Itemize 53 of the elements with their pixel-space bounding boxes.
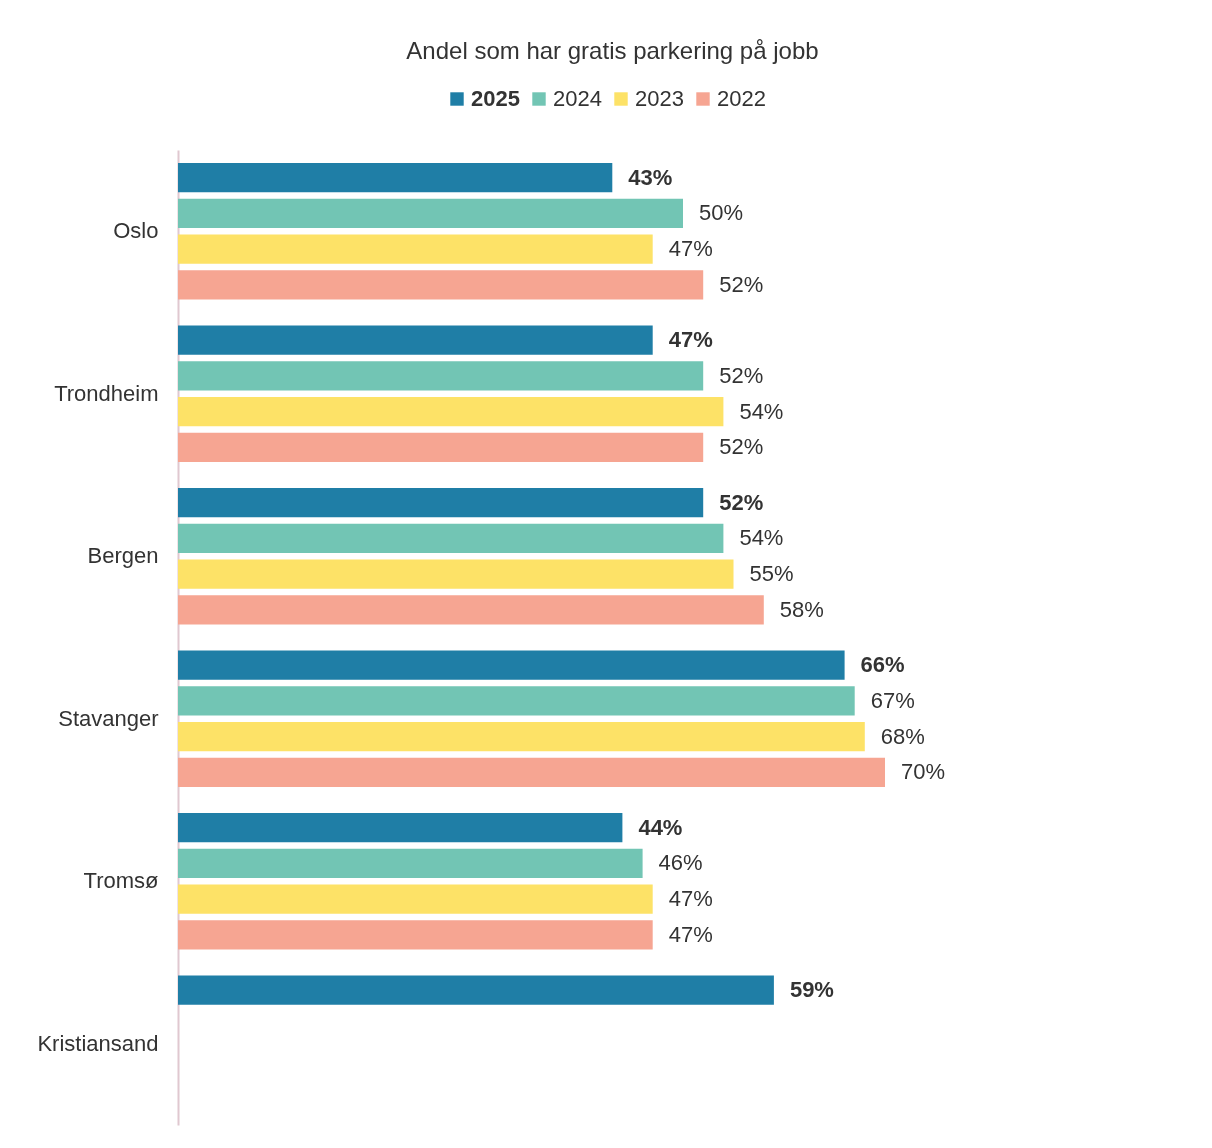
y-tick-label: Tromsø [83,868,159,894]
y-tick-label: Trondheim [54,380,159,406]
data-label: 47% [668,886,713,912]
bar [178,884,653,914]
legend-label: 2022 [717,86,766,111]
bar [178,975,774,1005]
bar [178,813,623,843]
data-label: 66% [860,652,905,678]
bar [178,198,683,229]
data-label: 44% [638,814,683,840]
data-label: 50% [699,200,744,226]
data-label: 47% [668,236,713,262]
bar [178,920,653,950]
y-tick-label: Kristiansand [37,1030,159,1056]
data-label: 70% [901,759,946,785]
data-label: 47% [668,327,713,353]
data-label: 54% [739,525,784,551]
legend-label: 2025 [471,86,520,111]
data-label: 43% [628,164,673,190]
bar [178,163,613,193]
bar [178,488,704,518]
data-label: 47% [668,921,713,947]
bar [178,432,704,462]
data-label: 67% [870,687,915,713]
bar [178,757,885,787]
chart-title: Andel som har gratis parkering på jobb [406,37,819,64]
data-label: 55% [749,561,794,587]
bar [178,234,653,264]
bar [178,270,704,300]
bar [178,650,845,680]
data-label: 46% [658,850,703,876]
y-tick-label: Oslo [113,218,159,244]
legend-label: 2024 [553,86,602,111]
bar [178,559,734,589]
data-label: 52% [719,489,764,515]
data-label: 68% [880,723,925,749]
data-label: 52% [719,271,764,297]
bar [178,686,855,716]
legend-label: 2023 [635,86,684,111]
bar [178,721,865,752]
y-tick-label: Bergen [87,543,159,569]
bar [178,396,724,427]
bar [178,361,704,391]
data-label: 54% [739,398,784,424]
bar [178,523,724,554]
bar [178,325,653,355]
data-label: 58% [779,596,824,622]
data-label: 52% [719,362,764,388]
bar [178,595,764,625]
y-tick-label: Stavanger [58,705,159,731]
data-label: 52% [719,434,764,460]
bar [178,848,643,879]
data-label: 59% [789,977,834,1003]
